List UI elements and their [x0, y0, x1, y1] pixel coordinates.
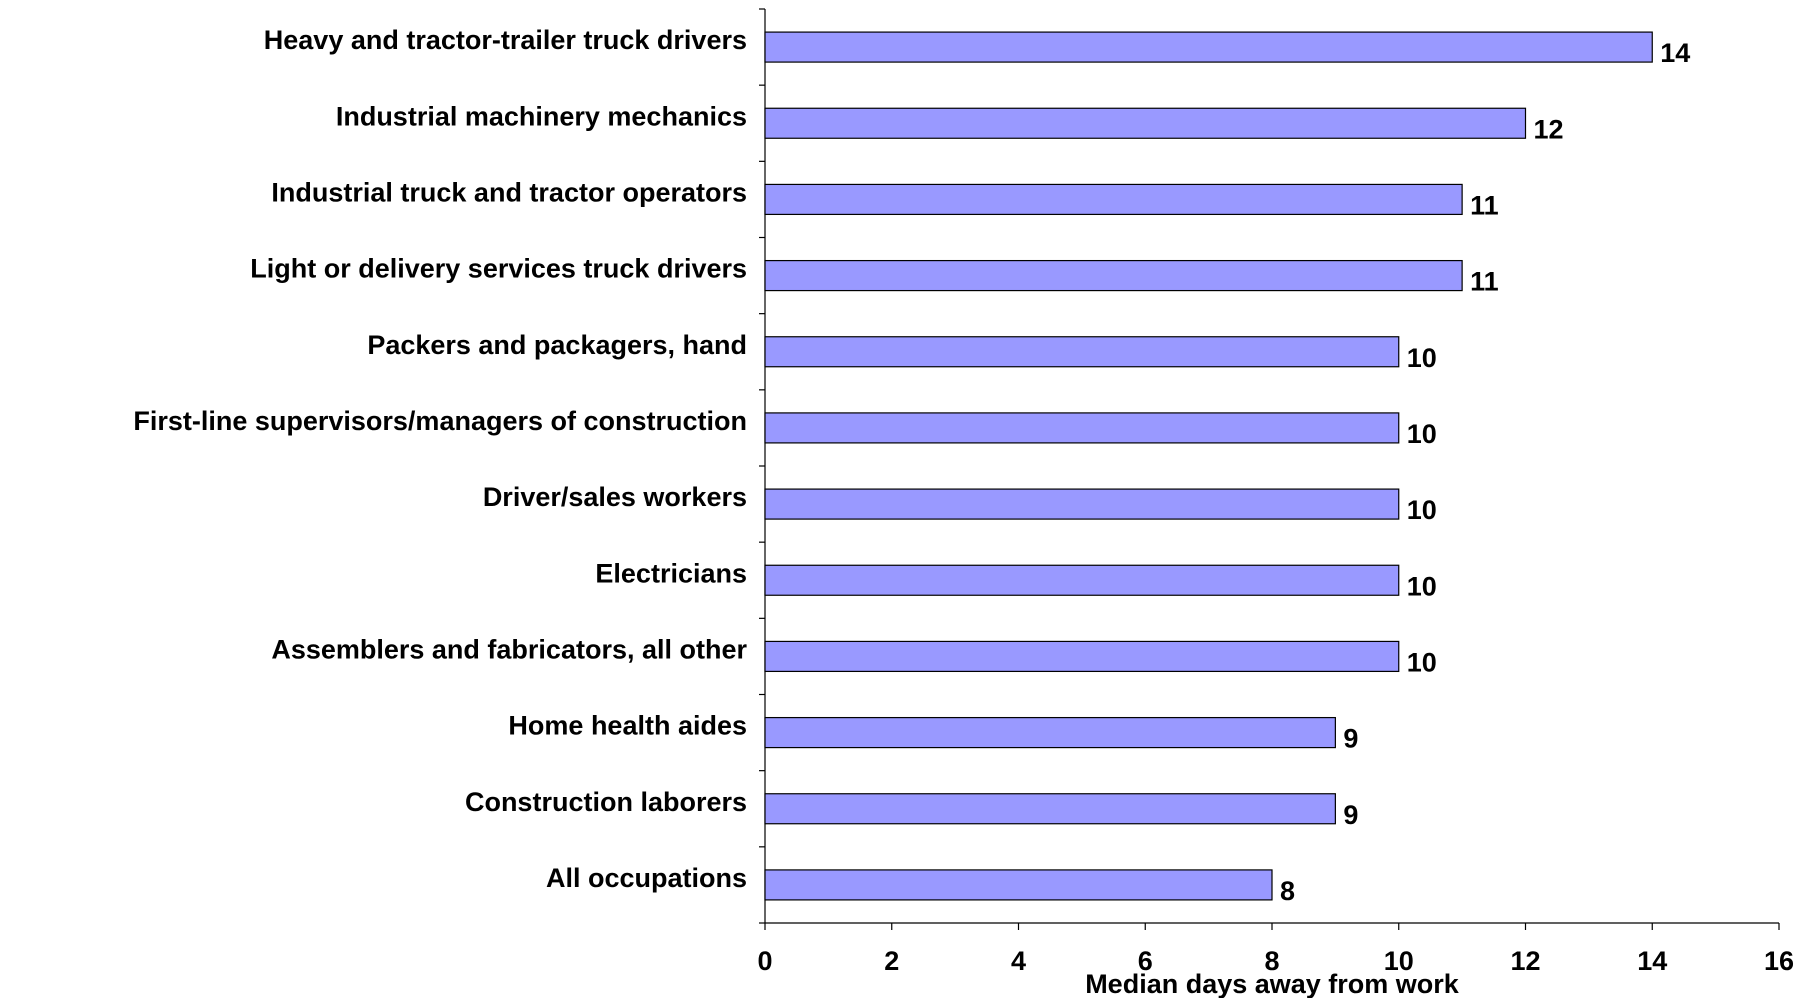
bar	[764, 640, 1400, 673]
y-tick-label: First-line supervisors/managers of const…	[133, 406, 747, 436]
x-axis-label: Median days away from work	[1085, 969, 1460, 998]
bar	[764, 336, 1400, 368]
data-label: 10	[1407, 343, 1437, 373]
bar	[764, 107, 1527, 139]
data-label: 8	[1280, 876, 1295, 906]
bar	[764, 793, 1336, 825]
x-tick-label: 2	[884, 946, 899, 976]
x-tick-label: 16	[1764, 946, 1794, 976]
x-tick-label: 10	[1384, 946, 1414, 976]
data-label: 10	[1407, 571, 1437, 601]
y-tick-label: Construction laborers	[465, 787, 747, 817]
data-label: 9	[1343, 724, 1358, 754]
y-tick-label: Industrial truck and tractor operators	[271, 178, 747, 208]
bar	[764, 488, 1400, 520]
data-label: 10	[1407, 495, 1437, 525]
data-label: 10	[1407, 648, 1437, 678]
data-label: 9	[1343, 800, 1358, 830]
y-tick-label: Driver/sales workers	[483, 482, 747, 512]
bar	[764, 716, 1336, 749]
data-label: 11	[1470, 191, 1499, 221]
y-tick-label: Packers and packagers, hand	[367, 330, 747, 360]
bar	[764, 31, 1653, 63]
data-label: 12	[1534, 114, 1564, 144]
bar	[764, 183, 1463, 216]
y-tick-label: Heavy and tractor-trailer truck drivers	[264, 25, 747, 55]
y-tick-label: All occupations	[546, 863, 747, 893]
data-label: 11	[1470, 267, 1499, 297]
bar	[764, 869, 1273, 901]
y-tick-label: Electricians	[595, 558, 747, 588]
bar	[764, 259, 1463, 292]
x-tick-label: 12	[1510, 946, 1540, 976]
y-tick-label: Assemblers and fabricators, all other	[271, 635, 747, 665]
bar	[764, 412, 1400, 444]
data-label: 10	[1407, 419, 1437, 449]
x-tick-label: 6	[1138, 946, 1153, 976]
y-tick-label: Industrial machinery mechanics	[336, 101, 747, 131]
x-tick-label: 4	[1011, 946, 1026, 976]
y-tick-label: Home health aides	[508, 711, 747, 741]
x-tick-label: 0	[757, 946, 772, 976]
x-tick-label: 8	[1264, 946, 1279, 976]
data-label: 14	[1660, 38, 1690, 68]
bar	[764, 564, 1400, 596]
x-tick-label: 14	[1637, 946, 1667, 976]
y-tick-label: Light or delivery services truck drivers	[250, 254, 747, 284]
